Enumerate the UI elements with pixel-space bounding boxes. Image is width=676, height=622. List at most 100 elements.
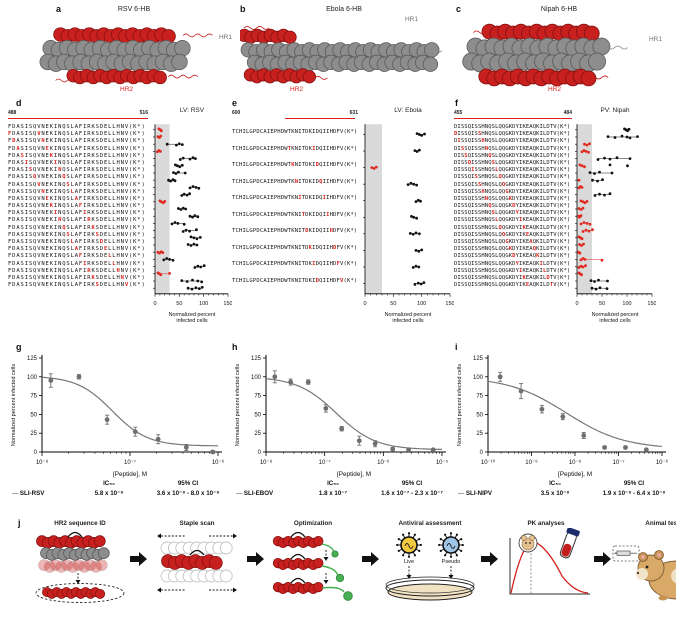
x-axis-label: Normalized percent infected cells — [356, 312, 460, 324]
sequence-row: DISSQISSHNQSLQQGKDYIKEAQKILDTV(K*) — [454, 174, 571, 181]
pk-analyses-graphic — [509, 528, 590, 595]
staple-scan-graphic — [157, 533, 237, 593]
sequence-row: DISSQISSHNQSLQQGKDYIKEAQKILDTV(K*) — [454, 203, 571, 210]
sequence-row: DISSQISSHNQSLQQGKDYIKEAQKILDTV(K*) — [454, 167, 571, 174]
ebola-6hb-structure — [240, 25, 443, 84]
legend-entry: — SLI-EBOV — [236, 490, 302, 497]
svg-text:25: 25 — [476, 431, 483, 437]
legend-line-icon: — — [12, 490, 19, 497]
sequence-row: FDASISQVNEKINQSLAFIRKSDELLHNV(K*) — [8, 217, 146, 224]
svg-text:75: 75 — [30, 394, 37, 400]
workflow-step-antiviral-assessment: Antiviral assessment Live Pseudo — [379, 520, 481, 608]
svg-text:25: 25 — [30, 431, 37, 437]
panel-j: j HR2 sequence ID Staple scan Optimizati… — [6, 516, 676, 620]
step-title: HR2 sequence ID — [54, 520, 106, 527]
svg-text:10⁻⁷: 10⁻⁷ — [319, 459, 331, 466]
x-axis-label-line1: Normalized percent — [591, 312, 639, 318]
svg-text:Normalized percent infected ce: Normalized percent infected cells — [235, 364, 241, 447]
sequence-row: TCHILGPDCAIEPHDWTKNITDKIDQIIHDFV(K*) — [232, 228, 358, 235]
hr2-label: HR2 — [120, 86, 134, 93]
sequence-row: FDASISQVNEKINQSLAFIRKSDELLHNV(K*) — [8, 174, 146, 181]
sequence-row: FDASISQVNEKINQSLAFIRKSDELLHNV(K*) — [8, 167, 146, 174]
sequence-row: DISSQISSHNQSLQQGKDYIKEAQKILDTV(K*) — [454, 152, 571, 159]
panel-f: f PV: Nipah 455 484 DISSQISSHNQSLQQGKDYI… — [452, 98, 674, 344]
svg-text:0: 0 — [258, 450, 262, 456]
panel-d: d LV: RSV 488 516 FDASISQVNEKINQSLAFIRKS… — [6, 98, 232, 344]
panel-d-letter: d — [16, 98, 22, 108]
svg-text:50: 50 — [390, 301, 396, 307]
panel-i-letter: i — [455, 342, 458, 352]
sequence-row: DISSQISSHNQSLQQGKDYIKEAQKILDTV(K*) — [454, 274, 571, 281]
sequence-row: FDASISQVNEKINQSLAFIRKSDELLHNV(K*) — [8, 145, 146, 152]
sequence-row: FDASISQVNEKINQSLAFIRKSDELLHNV(K*) — [8, 267, 146, 274]
x-axis-label-line2: infected cells — [176, 318, 208, 325]
ruler-start: 600 — [232, 110, 241, 116]
ci-header: 95% CI — [177, 480, 199, 487]
legend-line-icon: — — [236, 490, 243, 497]
panel-e: e LV: Ebola 600 631 TCHILGPDCAIEPHDWTKNI… — [230, 98, 456, 344]
sequence-row: FDASISQVNEKINQSLAFIRKSDELLHNV(K*) — [8, 282, 146, 289]
ci-header: 95% CI — [401, 480, 423, 487]
rsv-6hb-structure — [39, 27, 213, 85]
svg-text:Normalized percent infected ce: Normalized percent infected cells — [457, 364, 463, 447]
sequence-row: DISSQISSHNQSLQQGKDYIKEAQKILDTV(K*) — [454, 260, 571, 267]
svg-text:Normalized percent infected ce: Normalized percent infected cells — [11, 364, 17, 447]
sequence-row: FDASISQVNEKINQSLAFIRKSDELLHNV(K*) — [8, 203, 146, 210]
workflow-step-staple-scan: Staple scan — [147, 520, 247, 608]
svg-text:50: 50 — [599, 301, 605, 307]
panel-f-letter: f — [455, 98, 458, 108]
dose-response-plot-ebola: 0 25 50 75 100 125 10⁻⁸ 10⁻⁷ 10⁻⁶ 10⁻⁵ Normalized … — [235, 355, 449, 478]
sequence-row: DISSQISSHNQSLQQGKDYIKEAQKILDTV(K*) — [454, 217, 571, 224]
svg-text:100: 100 — [417, 301, 426, 307]
ruler-end: 516 — [139, 110, 148, 116]
step-title: Animal testing — [645, 520, 676, 527]
panel-b-letter: b — [240, 4, 246, 14]
svg-text:0: 0 — [34, 450, 38, 456]
svg-text:100: 100 — [622, 301, 631, 307]
svg-text:75: 75 — [476, 394, 483, 400]
panel-a-letter: a — [56, 4, 62, 14]
ruler-red-line — [454, 117, 572, 119]
workflow-step-pk-analyses: PK analyses — [498, 520, 594, 608]
step-title: Antiviral assessment — [398, 520, 462, 527]
ci-value: 1.9 x 10⁻⁸ - 6.4 x 10⁻⁸ — [602, 490, 666, 497]
sequence-row: DISSQISSHNQSLQQGKDYIKEAQKILDTV(K*) — [454, 267, 571, 274]
nipah-6hb-structure — [462, 23, 628, 87]
workflow-step-hr2-sequence-id: HR2 sequence ID — [30, 520, 130, 608]
svg-text:25: 25 — [254, 431, 261, 437]
x-axis-label-line1: Normalized percent — [168, 312, 216, 318]
svg-text:50: 50 — [476, 412, 483, 418]
ic50-table: IC₅₀ 95% CI — SLI-NIPV 3.5 x 10⁻⁸ 1.9 x … — [458, 480, 674, 497]
arrow-right-icon — [247, 552, 264, 566]
svg-text:10⁻⁶: 10⁻⁶ — [212, 459, 225, 466]
sequence-row: TCHILGPDCAIEPHDWTKNITDKIDQIIHDFV(K*) — [232, 211, 358, 218]
x-axis-label: Normalized percent infected cells — [566, 312, 664, 324]
workflow-step-animal-testing: Animal testing — [611, 520, 676, 608]
svg-text:125: 125 — [27, 356, 38, 362]
hr2-label: HR2 — [548, 86, 562, 93]
svg-text:10⁻¹⁰: 10⁻¹⁰ — [481, 459, 496, 466]
sequence-row: FDASISQVNEKINQSLAFIRKSDELLHNV(K*) — [8, 138, 146, 145]
sequence-ruler: 455 484 — [454, 110, 572, 120]
ci-value: 1.6 x 10⁻⁷ - 2.3 x 10⁻⁷ — [381, 490, 443, 497]
hr1-label: HR1 — [218, 34, 232, 41]
sequence-row: TCHILGPDCAIEPHDWTKNITDKIDQIIHDFV(K*) — [232, 277, 358, 284]
ic50-table: IC₅₀ 95% CI — SLI-RSV 5.8 x 10⁻⁸ 3.6 x 1… — [12, 480, 230, 497]
sequence-row: FDASISQVNEKINQSLAFIRKSDELLHNV(K*) — [8, 159, 146, 166]
legend-line-icon: — — [458, 490, 465, 497]
sequence-row: FDASISQVNEKINQSLAFIRKSDELLHNV(K*) — [8, 152, 146, 159]
sequence-row: DISSQISSHNQSLQQGKDYIKEAQKILDTV(K*) — [454, 131, 571, 138]
svg-text:10⁻⁸: 10⁻⁸ — [569, 459, 582, 466]
ic50-value: 3.5 x 10⁻⁸ — [540, 490, 570, 497]
panel-c-title: Nipah 6-HB — [540, 6, 578, 13]
hr2-sequence-id-graphic — [35, 531, 125, 603]
ruler-red-line — [284, 117, 356, 119]
hr1-label: HR1 — [404, 16, 418, 23]
ruler-end: 631 — [349, 110, 358, 116]
panel-f-plot-title: PV: Nipah — [600, 107, 630, 114]
legend-entry: — SLI-RSV — [12, 490, 78, 497]
sequence-row: DISSQISSHNQSLQQGKDYIKEAQKILDTV(K*) — [454, 253, 571, 260]
sequence-row: DISSQISSHNQSLQQGKDYIKEAQKILDTV(K*) — [454, 239, 571, 245]
sequence-row: FDASISQVNEKINQSLAFIRKSDELLHNV(K*) — [8, 274, 146, 281]
